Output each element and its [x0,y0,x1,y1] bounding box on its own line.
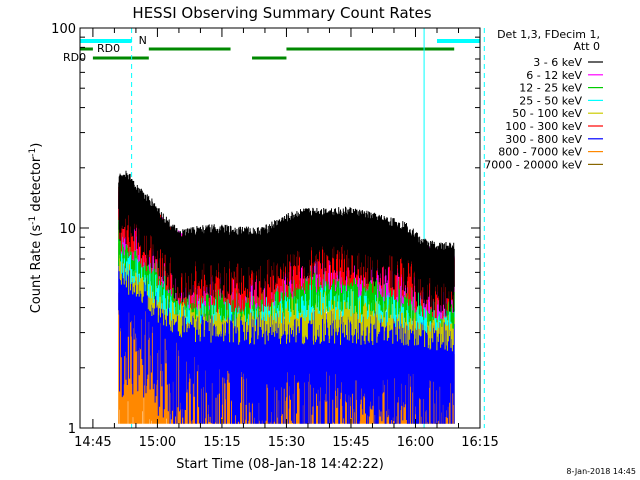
x-tick-label-6: 16:15 [461,435,498,450]
y-tick-label-0: 1 [68,422,76,437]
y-axis-ticks: 1 10 100 [51,22,480,437]
flag-label-rd0-lower: RD0 [63,51,86,64]
y-axis-label-sup2: -1 [28,148,38,157]
series-0-trace-0 [118,170,455,316]
y-axis-label: Count Rate (s-1 detector-1) [28,143,44,314]
legend-label-6: 300 - 800 keV [505,133,582,146]
series-6-trace-0 [118,232,455,424]
legend-header-line1: Det 1,3, FDecim 1, [497,28,600,41]
legend-header-line2: Att 0 [574,40,600,53]
legend-label-0: 3 - 6 keV [533,56,582,69]
legend-label-8: 7000 - 20000 keV [484,158,582,171]
x-tick-label-0: 14:45 [74,435,111,450]
x-tick-label-4: 15:45 [332,435,369,450]
y-axis-label-part2: detector [29,156,44,216]
y-tick-label-1: 10 [59,222,76,237]
legend-label-4: 50 - 100 keV [512,107,582,120]
x-tick-label-2: 15:15 [203,435,240,450]
x-axis-label: Start Time (08-Jan-18 14:42:22) [176,457,384,472]
x-tick-label-3: 15:30 [268,435,305,450]
flag-label-rd0-upper: RD0 [97,42,120,55]
legend-label-7: 800 - 7000 keV [498,146,582,159]
x-tick-label-1: 15:00 [139,435,176,450]
x-tick-label-5: 16:00 [397,435,434,450]
y-axis-label-close: ) [29,143,44,148]
flag-label-n: N [139,34,147,47]
chart-title: HESSI Observing Summary Count Rates [132,4,431,22]
count-rate-series [118,170,455,424]
y-tick-label-2: 100 [51,22,76,37]
legend-label-3: 25 - 50 keV [519,94,582,107]
x-axis-ticks: 14:45 15:00 15:15 15:30 15:45 16:00 16:15 [74,28,499,450]
y-axis-label-sup1: -1 [28,216,38,225]
y-axis-label-part1: Count Rate (s [29,225,44,314]
date-stamp: 8-Jan-2018 14:45 [566,467,636,476]
legend-label-2: 12 - 25 keV [519,82,582,95]
legend-label-1: 6 - 12 keV [526,69,582,82]
legend-label-5: 100 - 300 keV [505,120,582,133]
